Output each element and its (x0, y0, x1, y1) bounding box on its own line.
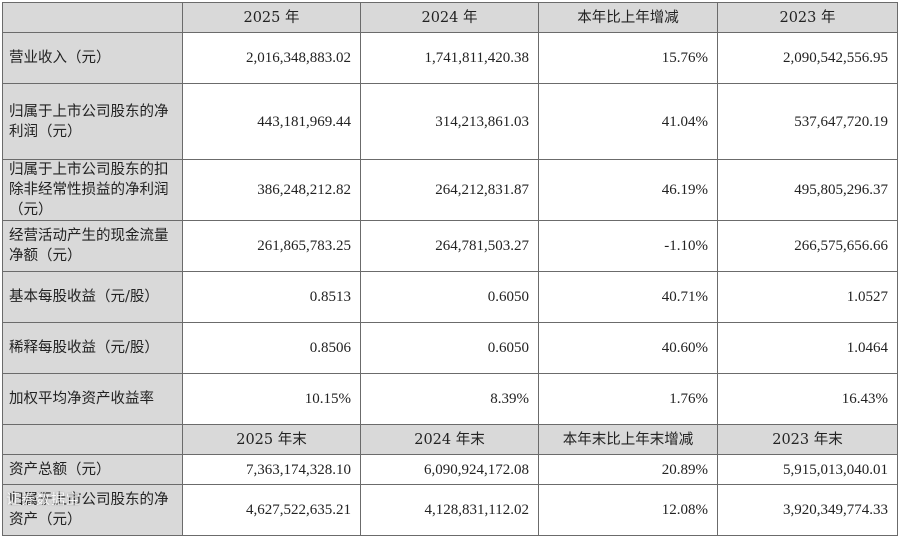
value-cell: 261,865,783.25 (182, 220, 361, 272)
table-row: 稀释每股收益（元/股） 0.8506 0.6050 40.60% 1.0464 (2, 322, 898, 374)
row-label: 资产总额（元） (2, 454, 183, 485)
value-cell: 266,575,656.66 (717, 220, 898, 272)
table-row: 经营活动产生的现金流量净额（元） 261,865,783.25 264,781,50… (2, 220, 898, 272)
column-header: 2025 年 (182, 2, 361, 33)
column-header: 2025 年末 (182, 424, 361, 455)
value-cell: 41.04% (538, 83, 718, 160)
value-cell: 20.89% (538, 454, 718, 485)
value-cell: 7,363,174,328.10 (182, 454, 361, 485)
header-row-2: 2025 年末 2024 年末 本年末比上年末增减 2023 年末 (2, 424, 898, 455)
value-cell: 0.6050 (360, 271, 539, 323)
value-cell: -1.10% (538, 220, 718, 272)
value-cell: 5,915,013,040.01 (717, 454, 898, 485)
value-cell: 264,212,831.87 (360, 159, 539, 221)
table-row: 基本每股收益（元/股） 0.8513 0.6050 40.71% 1.0527 (2, 271, 898, 323)
value-cell: 6,090,924,172.08 (360, 454, 539, 485)
value-cell: 40.71% (538, 271, 718, 323)
value-cell: 12.08% (538, 484, 718, 536)
value-cell: 1.0464 (717, 322, 898, 374)
table-row: 归属于上市公司股东的净利润（元） 443,181,969.44 314,213,86… (2, 83, 898, 160)
row-label: 加权平均净资产收益率 (2, 373, 183, 425)
value-cell: 15.76% (538, 32, 718, 84)
column-header: 2023 年 (717, 2, 898, 33)
column-header: 2024 年 (360, 2, 539, 33)
header-corner-cell (2, 424, 183, 455)
value-cell: 8.39% (360, 373, 539, 425)
table-row: 加权平均净资产收益率 10.15% 8.39% 1.76% 16.43% (2, 373, 898, 425)
value-cell: 443,181,969.44 (182, 83, 361, 160)
value-cell: 1,741,811,420.38 (360, 32, 539, 84)
row-label: 营业收入（元） (2, 32, 183, 84)
value-cell: 1.76% (538, 373, 718, 425)
row-label: 经营活动产生的现金流量净额（元） (2, 220, 183, 272)
value-cell: 264,781,503.27 (360, 220, 539, 272)
value-cell: 10.15% (182, 373, 361, 425)
column-header: 本年比上年增减 (538, 2, 718, 33)
row-label: 归属于上市公司股东的净利润（元） (2, 83, 183, 160)
value-cell: 386,248,212.82 (182, 159, 361, 221)
value-cell: 46.19% (538, 159, 718, 221)
header-corner-cell (2, 2, 183, 33)
header-row-1: 2025 年 2024 年本年比上年增减 2023 年 (2, 2, 898, 33)
value-cell: 1.0527 (717, 271, 898, 323)
column-header: 本年末比上年末增减 (538, 424, 718, 455)
row-label: 归属于上市公司股东的扣除非经常性损益的净利润（元） (2, 159, 183, 221)
table-row: 归属于上市公司股东的净资产（元） 4,627,522,635.21 4,128,83… (2, 484, 898, 536)
value-cell: 4,128,831,112.02 (360, 484, 539, 536)
watermark-text: 证券数据宝 (6, 492, 81, 508)
value-cell: 3,920,349,774.33 (717, 484, 898, 536)
row-label: 基本每股收益（元/股） (2, 271, 183, 323)
value-cell: 2,090,542,556.95 (717, 32, 898, 84)
value-cell: 0.6050 (360, 322, 539, 374)
table-row: 资产总额（元） 7,363,174,328.10 6,090,924,172.08 2… (2, 454, 898, 485)
value-cell: 537,647,720.19 (717, 83, 898, 160)
value-cell: 0.8513 (182, 271, 361, 323)
value-cell: 40.60% (538, 322, 718, 374)
value-cell: 4,627,522,635.21 (182, 484, 361, 536)
value-cell: 16.43% (717, 373, 898, 425)
value-cell: 495,805,296.37 (717, 159, 898, 221)
value-cell: 0.8506 (182, 322, 361, 374)
value-cell: 314,213,861.03 (360, 83, 539, 160)
column-header: 2024 年末 (360, 424, 539, 455)
value-cell: 2,016,348,883.02 (182, 32, 361, 84)
table-row: 归属于上市公司股东的扣除非经常性损益的净利润（元） 386,248,212.82 2… (2, 159, 898, 221)
table-row: 营业收入（元） 2,016,348,883.02 1,741,811,420.38 1… (2, 32, 898, 84)
row-label: 稀释每股收益（元/股） (2, 322, 183, 374)
column-header: 2023 年末 (717, 424, 898, 455)
